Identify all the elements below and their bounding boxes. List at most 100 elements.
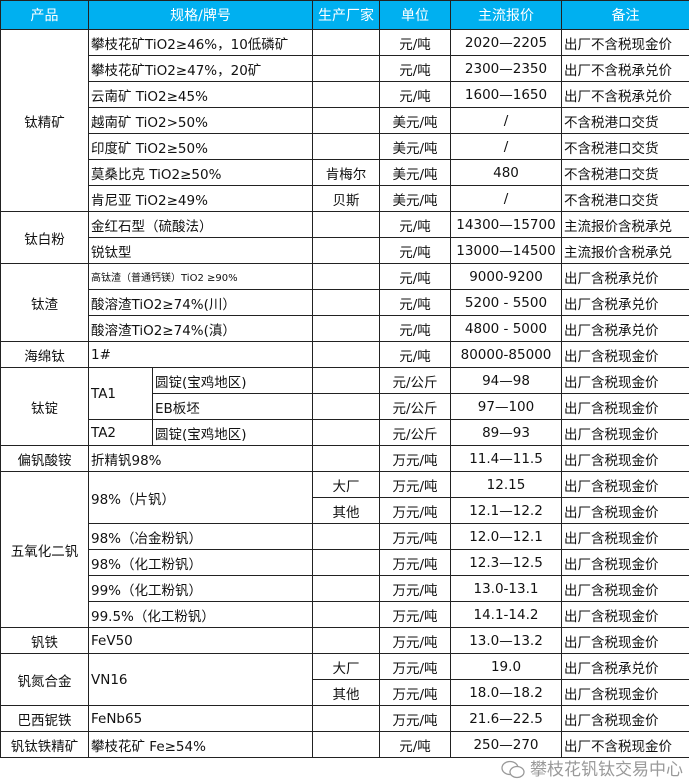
wechat-icon xyxy=(501,760,525,779)
note-cell: 出厂含税现金价 xyxy=(561,575,689,602)
maker-cell xyxy=(312,263,380,290)
price-cell: 14300—15700 xyxy=(450,211,562,238)
spec-cell: 越南矿 TiO2>50% xyxy=(88,107,313,134)
table-row: 锐钛型 元/吨 13000—14500 主流报价含税承兑 xyxy=(1,237,689,264)
maker-cell xyxy=(312,237,380,264)
spec-cell: 攀枝花矿 Fe≥54% xyxy=(88,731,313,758)
maker-cell xyxy=(312,445,380,472)
note-cell: 出厂含税承兑价 xyxy=(561,315,689,342)
note-cell: 出厂含税现金价 xyxy=(561,627,689,654)
spec-cell: 99.5%（化工粉钒） xyxy=(88,601,313,628)
note-cell: 出厂含税现金价 xyxy=(561,497,689,524)
maker-cell xyxy=(312,55,380,82)
spec-cell: EB板坯 xyxy=(152,393,313,420)
table-row: 其他 万元/吨 18.0—18.2 出厂含税现金价 xyxy=(1,679,689,706)
table-row: 五氧化二钒 98%（片钒） 大厂 万元/吨 12.15 出厂含税现金价 xyxy=(0,471,689,628)
price-cell: 13.0—13.2 xyxy=(450,627,562,654)
price-cell: 250—270 xyxy=(450,731,562,758)
note-cell: 不含税港口交货 xyxy=(561,159,689,186)
watermark: 攀枝花钒钛交易中心 xyxy=(500,759,683,781)
unit-cell: 元/吨 xyxy=(379,289,451,316)
maker-cell: 肯梅尔 xyxy=(312,159,380,186)
product-cell: 钒铁 xyxy=(0,627,89,654)
unit-cell: 美元/吨 xyxy=(379,159,451,186)
note-cell: 出厂含税现金价 xyxy=(561,523,689,550)
table-row: 钛渣 高钛渣（普通钙镁）TiO2 ≥90% 元/吨 9000-9200 出厂含税承兑价 xyxy=(0,263,689,342)
spec-cell: 圆锭(宝鸡地区) xyxy=(152,419,313,446)
price-cell: 14.1-14.2 xyxy=(450,601,562,628)
spec-cell: 锐钛型 xyxy=(88,237,313,264)
note-cell: 主流报价含税承兑 xyxy=(561,211,689,238)
unit-cell: 万元/吨 xyxy=(379,497,451,524)
maker-cell xyxy=(312,211,380,238)
price-cell: 13.0-13.1 xyxy=(450,575,562,602)
note-cell: 不含税港口交货 xyxy=(561,107,689,134)
unit-cell: 万元/吨 xyxy=(379,471,451,498)
note-cell: 出厂含税承兑价 xyxy=(561,653,689,680)
price-cell: 21.6—22.5 xyxy=(450,705,562,732)
price-cell: 11.4—11.5 xyxy=(450,445,562,472)
price-cell: / xyxy=(450,107,562,134)
unit-cell: 元/吨 xyxy=(379,29,451,56)
price-cell: 12.1—12.2 xyxy=(450,497,562,524)
spec-cell: 莫桑比克 TiO2≥50% xyxy=(88,159,313,186)
spec-cell: 98%（冶金粉钒） xyxy=(88,523,313,550)
price-cell: 9000-9200 xyxy=(450,263,562,290)
price-cell: 80000-85000 xyxy=(450,341,562,368)
price-cell: 2020—2205 xyxy=(450,29,562,56)
table-row: 云南矿 TiO2≥45% 元/吨 1600—1650 出厂不含税承兑价 xyxy=(1,81,689,108)
maker-cell xyxy=(312,627,380,654)
unit-cell: 元/吨 xyxy=(379,55,451,82)
price-cell: 89—93 xyxy=(450,419,562,446)
table-row: 98%（冶金粉钒） 万元/吨 12.0—12.1 出厂含税现金价 xyxy=(1,523,689,550)
unit-cell: 元/公斤 xyxy=(379,367,451,394)
unit-cell: 美元/吨 xyxy=(379,107,451,134)
header-price: 主流报价 xyxy=(450,0,562,30)
note-cell: 出厂含税现金价 xyxy=(561,445,689,472)
note-cell: 出厂含税现金价 xyxy=(561,549,689,576)
price-cell: 12.0—12.1 xyxy=(450,523,562,550)
price-cell: 18.0—18.2 xyxy=(450,679,562,706)
note-cell: 主流报价含税承兑 xyxy=(561,237,689,264)
spec-cell: 折精钒98% xyxy=(88,445,313,472)
spec-cell: 酸溶渣TiO2≥74%(川） xyxy=(88,289,313,316)
unit-cell: 元/吨 xyxy=(379,237,451,264)
spec-cell: 圆锭(宝鸡地区) xyxy=(152,367,313,394)
unit-cell: 元/吨 xyxy=(379,315,451,342)
price-cell: / xyxy=(450,185,562,212)
note-cell: 出厂含税承兑价 xyxy=(561,263,689,290)
note-cell: 不含税港口交货 xyxy=(561,185,689,212)
unit-cell: 万元/吨 xyxy=(379,445,451,472)
maker-cell xyxy=(312,315,380,342)
price-cell: 5200 - 5500 xyxy=(450,289,562,316)
header-unit: 单位 xyxy=(379,0,451,30)
table-row: 99.5%（化工粉钒） 万元/吨 14.1-14.2 出厂含税现金价 xyxy=(1,601,689,628)
price-cell: 480 xyxy=(450,159,562,186)
price-cell: 19.0 xyxy=(450,653,562,680)
unit-cell: 万元/吨 xyxy=(379,705,451,732)
note-cell: 出厂不含税现金价 xyxy=(561,731,689,758)
table-row: 越南矿 TiO2>50% 美元/吨 / 不含税港口交货 xyxy=(1,107,689,134)
note-cell: 出厂含税现金价 xyxy=(561,367,689,394)
note-cell: 出厂含税现金价 xyxy=(561,601,689,628)
price-cell: 97—100 xyxy=(450,393,562,420)
header-product: 产品 xyxy=(0,0,89,30)
table-row: 攀枝花矿TiO2≥47%，20矿 元/吨 2300—2350 出厂不含税承兑价 xyxy=(1,55,689,82)
product-cell: 钒氮合金 xyxy=(0,653,89,706)
header-note: 备注 xyxy=(561,0,689,30)
unit-cell: 元/吨 xyxy=(379,263,451,290)
table-row: 海绵钛 1# 元/吨 80000-85000 出厂含税现金价 xyxy=(0,341,689,368)
table-row: 钛精矿 攀枝花矿TiO2≥46%，10低磷矿 元/吨 2020—2205 出厂不含税现金… xyxy=(0,29,689,212)
maker-cell: 其他 xyxy=(312,679,380,706)
unit-cell: 元/公斤 xyxy=(379,393,451,420)
spec-cell: VN16 xyxy=(88,653,313,706)
header-spec: 规格/牌号 xyxy=(88,0,313,30)
table-row: 莫桑比克 TiO2≥50% 肯梅尔 美元/吨 480 不含税港口交货 xyxy=(1,159,689,186)
watermark-text: 攀枝花钒钛交易中心 xyxy=(530,760,683,780)
unit-cell: 元/吨 xyxy=(379,341,451,368)
maker-cell: 贝斯 xyxy=(312,185,380,212)
table-row: 肯尼亚 TiO2≥49% 贝斯 美元/吨 / 不含税港口交货 xyxy=(1,185,689,212)
table-row: 酸溶渣TiO2≥74%(川） 元/吨 5200 - 5500 出厂含税承兑价 xyxy=(1,289,689,316)
unit-cell: 万元/吨 xyxy=(379,549,451,576)
maker-cell xyxy=(312,601,380,628)
